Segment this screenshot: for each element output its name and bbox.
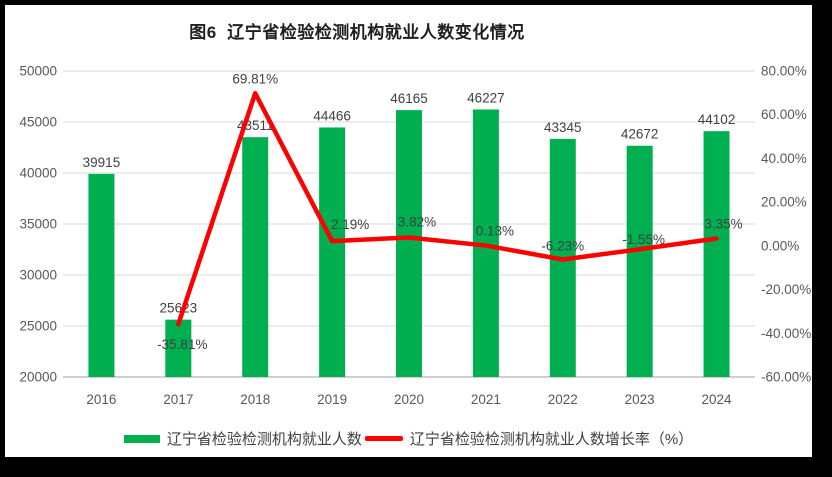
left-axis-tick-label: 30000 (19, 268, 57, 283)
chart-card: 图6 辽宁省检验检测机构就业人数变化情况 50000 45000 40000 3500… (5, 5, 812, 457)
left-axis-tick-label: 40000 (19, 166, 57, 181)
x-axis-category-label: 2016 (86, 392, 116, 407)
employment-bar (319, 127, 346, 377)
right-axis-tick-label: 80.00% (761, 64, 807, 79)
growth-rate-point-label: -1.55% (622, 232, 665, 247)
right-axis-tick-label: 60.00% (761, 107, 807, 122)
bar-swatch-icon (123, 434, 160, 443)
x-axis-category-label: 2018 (240, 392, 270, 407)
bar-value-label: 43345 (544, 120, 582, 135)
x-axis-category-label: 2017 (163, 392, 193, 407)
x-axis-category-label: 2024 (702, 392, 733, 407)
right-axis-tick-label: 0.00% (761, 238, 799, 253)
growth-rate-point-label: 3.35% (704, 217, 742, 232)
bar-value-label: 44102 (698, 112, 736, 127)
legend-item-employment: 辽宁省检验检测机构就业人数 (123, 428, 362, 449)
x-axis-category-label: 2020 (394, 392, 424, 407)
growth-rate-line (176, 91, 719, 327)
right-axis-tick-label: -40.00% (761, 326, 811, 341)
employment-bar (396, 110, 422, 377)
growth-rate-point-label: 3.82% (398, 215, 436, 230)
chart-title: 图6 辽宁省检验检测机构就业人数变化情况 (189, 23, 525, 42)
x-axis-category-label: 2021 (471, 392, 501, 407)
chart-legend: 辽宁省检验检测机构就业人数 辽宁省检验检测机构就业人数增长率（%） (5, 428, 812, 449)
chart-plot: 50000 45000 40000 35000 30000 25000 20000 80.00… (19, 64, 811, 408)
right-axis-tick-label: 40.00% (761, 151, 807, 166)
x-axis-category-label: 2022 (548, 392, 578, 407)
left-axis-tick-label: 45000 (19, 115, 57, 130)
x-axis-category-label: 2023 (625, 392, 655, 407)
employment-bar (703, 131, 730, 377)
right-axis-tick-label: -20.00% (761, 282, 811, 297)
right-axis-tick-label: 20.00% (761, 195, 807, 210)
growth-rate-point-label: -6.23% (541, 238, 584, 253)
left-axis-tick-label: 25000 (19, 319, 57, 334)
bar-value-label: 25623 (160, 301, 198, 316)
bar-value-label: 46227 (467, 90, 505, 105)
left-axis-tick-label: 20000 (19, 370, 57, 385)
line-swatch-icon (364, 436, 403, 441)
right-axis-tick-label: -60.00% (761, 370, 811, 385)
growth-rate-point-label: -35.81% (157, 337, 207, 352)
employment-bar (626, 145, 653, 377)
bar-value-label: 42672 (621, 127, 659, 142)
left-axis-tick-label: 50000 (19, 64, 57, 79)
legend-label-growth-rate: 辽宁省检验检测机构就业人数增长率（%） (409, 431, 694, 448)
growth-rate-point-label: 69.81% (232, 71, 278, 86)
employment-bar (165, 319, 192, 377)
legend-label-employment: 辽宁省检验检测机构就业人数 (166, 431, 362, 448)
left-axis-tick-label: 35000 (19, 217, 57, 232)
employment-bar (88, 173, 115, 377)
bar-value-label: 44466 (313, 108, 351, 123)
x-axis-category-label: 2019 (317, 392, 347, 407)
employment-bar (242, 137, 269, 377)
growth-rate-point-label: 2.19% (331, 217, 369, 232)
growth-rate-point-label: 0.13% (476, 224, 514, 239)
bar-value-label: 46165 (390, 91, 428, 106)
legend-item-growth-rate: 辽宁省检验检测机构就业人数增长率（%） (364, 428, 694, 449)
bar-value-label: 39915 (83, 155, 121, 170)
